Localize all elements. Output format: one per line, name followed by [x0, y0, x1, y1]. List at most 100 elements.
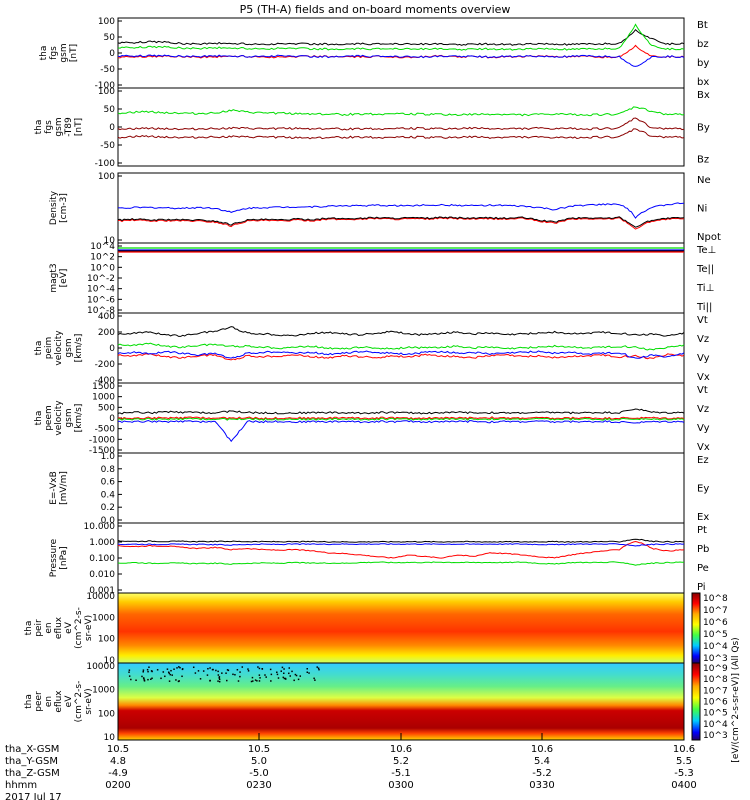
- y-tick-label: 50: [104, 105, 116, 115]
- panel-frame: [117, 17, 685, 89]
- y-axis-label: tha peim velocity gsm [km/s]: [34, 330, 84, 366]
- series-Vx: [117, 419, 685, 443]
- footer-label: tha_Y-GSM: [5, 756, 58, 767]
- noise-dot: [284, 677, 287, 680]
- panel-peer: tha peer en eflux eV (cm^2-s-sr-eV) 10000 1000 1…: [24, 662, 728, 743]
- noise-dot: [179, 666, 181, 669]
- y-label-line: Pressure: [49, 538, 59, 577]
- noise-dot: [169, 673, 172, 676]
- spectrogram-peer: [118, 663, 684, 740]
- noise-dot: [288, 667, 291, 669]
- footer-value: 10.6: [390, 744, 412, 755]
- panel-frame: [117, 452, 685, 524]
- y-axis-label: E=-VxB [mV/m]: [49, 471, 69, 505]
- noise-dot: [142, 669, 145, 671]
- colorbar-tick: 10^6: [703, 618, 728, 628]
- legend-bx: bx: [697, 77, 709, 88]
- footer-value: 10.6: [531, 744, 553, 755]
- colorbar-tick: 10^7: [703, 686, 728, 696]
- y-axis-label: tha peem velocity gsm [km/s]: [34, 400, 84, 436]
- noise-dot: [295, 674, 298, 677]
- y-label-line: fgs: [49, 46, 59, 60]
- noise-dot: [225, 672, 227, 674]
- y-tick-label: 0.010: [89, 570, 115, 580]
- legend-Pi: Pi: [697, 582, 706, 593]
- noise-dot: [143, 677, 145, 680]
- noise-dot: [218, 678, 221, 681]
- noise-dot: [209, 667, 211, 669]
- panel-fgs: tha fgs gsm [nT] 100 50 0 -50 -100 Bt bz by bx: [39, 17, 709, 91]
- panel-efield: E=-VxB [mV/m] 1.0 0.8 0.6 0.4 0.2 0.0 Ez Ey Ex: [49, 452, 709, 526]
- y-tick-label: 0.8: [101, 465, 116, 475]
- y-label-line: -T89: [64, 117, 74, 137]
- y-tick-label: -500: [95, 425, 116, 435]
- y-label-line: (cm^2-s-: [74, 607, 84, 649]
- noise-dot: [294, 673, 297, 676]
- y-axis-label: Density [cm-3]: [49, 190, 69, 225]
- y-tick-label: 100: [98, 709, 115, 719]
- y-axis-label: magt3 [eV]: [49, 263, 69, 292]
- series-Ni: [117, 216, 685, 228]
- colorbar-tick: 10^8: [703, 594, 728, 604]
- y-tick-label: 1000: [92, 686, 115, 696]
- spectrogram-peir: [118, 593, 684, 663]
- y-label-line: tha: [39, 46, 49, 61]
- y-tick-label: 0: [109, 344, 115, 354]
- y-label-line: [eV]: [59, 269, 69, 288]
- y-tick-label: 1.0: [101, 452, 116, 462]
- footer-value: 0330: [529, 780, 554, 791]
- y-tick-label: 0: [109, 123, 115, 133]
- noise-dot: [277, 677, 280, 679]
- legend-Ex: Ex: [697, 512, 709, 523]
- y-tick-label: 10^4: [90, 242, 115, 252]
- noise-dot: [293, 679, 295, 682]
- y-label-line: fgs: [44, 120, 54, 134]
- y-label-line: [nT]: [74, 118, 84, 136]
- y-tick-label: 0.2: [101, 503, 115, 513]
- y-label-line: gsm: [59, 43, 69, 62]
- noise-dot: [177, 680, 180, 683]
- legend-Ti||: Ti||: [696, 302, 712, 313]
- y-tick-label: -50: [100, 65, 115, 75]
- noise-dot: [281, 666, 284, 669]
- y-label-line: gsm: [64, 408, 74, 427]
- noise-dot: [257, 666, 259, 668]
- noise-dot: [236, 668, 239, 671]
- noise-dot: [288, 672, 290, 675]
- y-tick-label: 1000: [92, 393, 115, 403]
- noise-dot: [194, 672, 197, 674]
- legend-Ey: Ey: [697, 484, 709, 495]
- y-tick-label: 10000: [86, 662, 115, 672]
- y-tick-label: 10^-8: [87, 306, 115, 316]
- y-tick-label: -1500: [89, 446, 115, 456]
- noise-dot: [261, 667, 263, 670]
- noise-dot: [170, 669, 172, 672]
- footer-value: 5.5: [676, 756, 692, 767]
- series-By: [117, 106, 685, 117]
- noise-dot: [171, 674, 173, 676]
- series-Pe: [117, 561, 685, 566]
- legend-Vy: Vy: [697, 423, 710, 434]
- y-label-line: sr-eV): [84, 688, 94, 714]
- y-tick-label: 100: [98, 172, 115, 182]
- noise-dot: [247, 670, 250, 672]
- noise-dot: [226, 669, 229, 671]
- series-Vz: [117, 353, 685, 361]
- y-label-line: en: [44, 696, 54, 707]
- panel-density: Density [cm-3] 100 10 Ne Ni Npot: [49, 172, 721, 246]
- series-Vy: [117, 342, 685, 351]
- panel-frame: [117, 87, 685, 167]
- noise-dot: [316, 666, 318, 668]
- y-tick-label: 10^-2: [87, 274, 115, 284]
- y-axis-label: tha fgs gsm [nT]: [39, 43, 79, 62]
- legend-Vt: Vt: [697, 315, 708, 326]
- noise-dot: [227, 669, 230, 672]
- panel-peem: tha peem velocity gsm [km/s] 150010005000-500…: [34, 382, 710, 456]
- noise-dot: [283, 668, 285, 670]
- noise-dot: [181, 668, 184, 671]
- footer-value: 5.0: [251, 756, 267, 767]
- panel-magt3: magt3 [eV] 10^410^210^010^-210^-410^-610^-…: [49, 242, 716, 316]
- noise-dot: [239, 675, 241, 678]
- panel-pressure: Pressure [nPa] 10.000 1.000 0.100 0.010 0.001 P…: [49, 522, 709, 596]
- legend-Pb: Pb: [697, 544, 709, 555]
